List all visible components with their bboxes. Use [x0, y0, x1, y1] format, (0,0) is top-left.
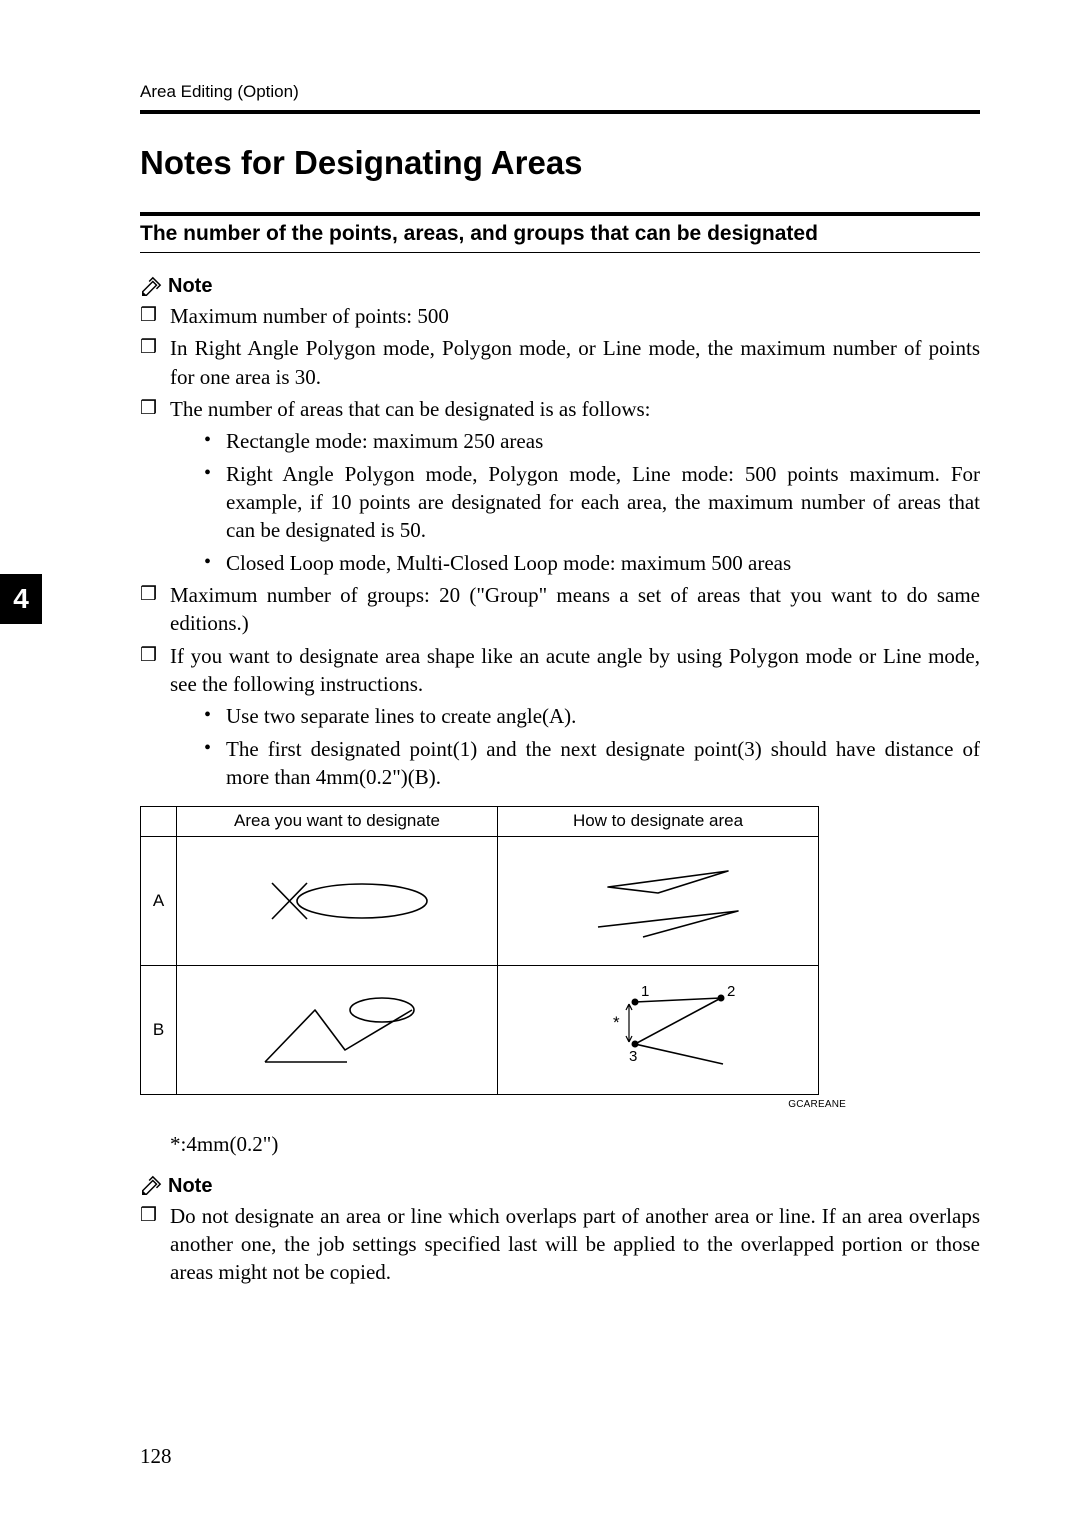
section-subhead: The number of the points, areas, and gro…	[140, 222, 980, 246]
list-item: Maximum number of groups: 20 ("Group" me…	[140, 581, 980, 638]
list-item: In Right Angle Polygon mode, Polygon mod…	[140, 334, 980, 391]
diagram-point-label: 2	[727, 983, 735, 1000]
list-item: The first designated point(1) and the ne…	[204, 735, 980, 792]
list-item: Use two separate lines to create angle(A…	[204, 702, 980, 730]
diagram-point-label: 1	[641, 983, 649, 1000]
list-item-text: If you want to designate area shape like…	[170, 644, 980, 696]
list-item: Right Angle Polygon mode, Polygon mode, …	[204, 460, 980, 545]
table-row-label: B	[141, 965, 177, 1094]
chapter-tab: 4	[0, 574, 42, 624]
list-item: Closed Loop mode, Multi-Closed Loop mode…	[204, 549, 980, 577]
shape-a-want	[177, 837, 497, 965]
page-number: 128	[140, 1444, 172, 1469]
pencil-icon	[140, 276, 162, 298]
rule-top	[140, 110, 980, 114]
note-text: Note	[168, 1175, 212, 1198]
table-row-label: A	[141, 836, 177, 965]
rule-sub-bottom	[140, 252, 980, 253]
page: Area Editing (Option) Notes for Designat…	[0, 0, 1080, 1529]
diagram: Area you want to designate How to design…	[140, 806, 980, 1110]
diagram-cell-a1	[177, 836, 498, 965]
table-col-header: Area you want to designate	[177, 806, 498, 836]
table-col-header: How to designate area	[498, 806, 819, 836]
diagram-point-label: 3	[629, 1048, 637, 1065]
rule-sub-top	[140, 212, 980, 216]
figure-code: GCAREANE	[140, 1099, 846, 1110]
pencil-icon	[140, 1175, 162, 1197]
diagram-cell-b1	[177, 965, 498, 1094]
diagram-star-label: *	[613, 1013, 620, 1032]
table-corner	[141, 806, 177, 836]
diagram-table: Area you want to designate How to design…	[140, 806, 819, 1095]
list-item-text: The number of areas that can be designat…	[170, 397, 651, 421]
note-list-2: Do not designate an area or line which o…	[140, 1202, 980, 1287]
diagram-cell-b2: 1 2 3 *	[498, 965, 819, 1094]
shape-b-want	[177, 966, 497, 1094]
shape-b-how: 1 2 3 *	[498, 966, 818, 1094]
diagram-cell-a2	[498, 836, 819, 965]
sub-list: Use two separate lines to create angle(A…	[170, 702, 980, 791]
note-label: Note	[140, 275, 980, 298]
list-item: The number of areas that can be designat…	[140, 395, 980, 577]
list-item: Rectangle mode: maximum 250 areas	[204, 427, 980, 455]
note-label-2: Note	[140, 1175, 980, 1198]
note-list-1: Maximum number of points: 500 In Right A…	[140, 302, 980, 792]
list-item: Maximum number of points: 500	[140, 302, 980, 330]
page-title: Notes for Designating Areas	[140, 144, 980, 188]
list-item: Do not designate an area or line which o…	[140, 1202, 980, 1287]
asterisk-note: *:4mm(0.2")	[170, 1132, 980, 1157]
running-head: Area Editing (Option)	[140, 82, 980, 102]
sub-list: Rectangle mode: maximum 250 areas Right …	[170, 427, 980, 577]
list-item: If you want to designate area shape like…	[140, 642, 980, 792]
note-text: Note	[168, 275, 212, 298]
shape-a-how	[498, 837, 818, 965]
